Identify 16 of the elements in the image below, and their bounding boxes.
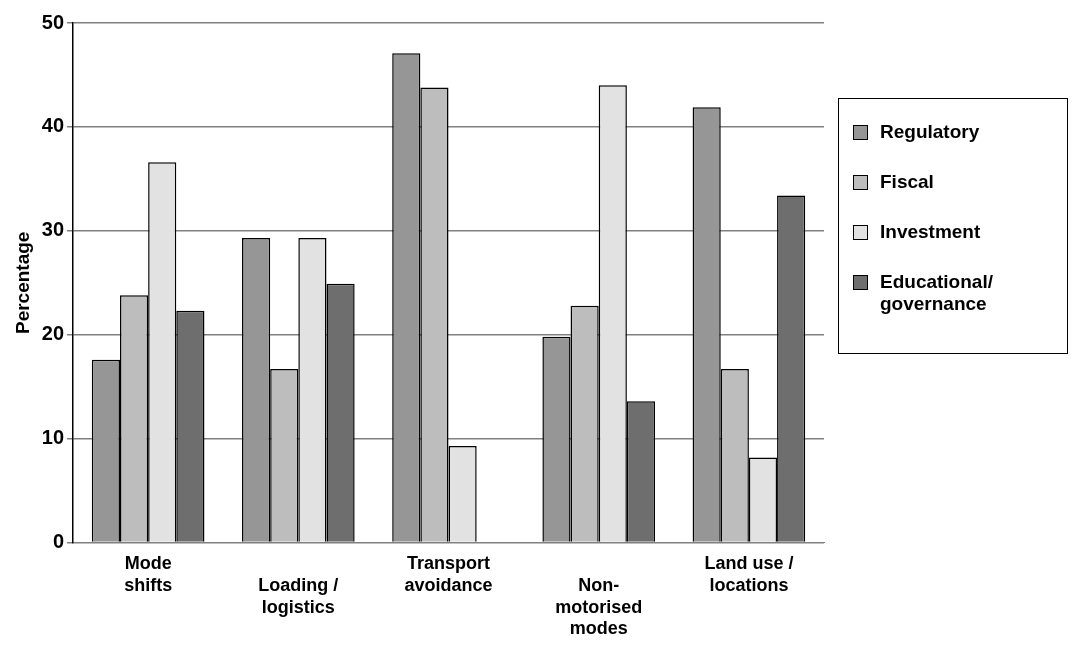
legend-label: Fiscal	[880, 171, 934, 193]
x-tick-label: Loading / logistics	[258, 574, 339, 617]
legend-label: Educational/governance	[880, 271, 994, 315]
x-tick-label: Mode shifts	[124, 553, 173, 595]
y-axis-title: Percentage	[11, 231, 33, 335]
y-tick-label: 0	[52, 530, 65, 553]
y-tick-label: 20	[41, 322, 65, 345]
y-tick-label: 30	[41, 218, 65, 241]
x-tick-label: Non- motorised modes	[555, 574, 643, 639]
legend-label: Investment	[880, 221, 981, 243]
legend-label: Regulatory	[880, 121, 980, 143]
y-tick-label: 10	[41, 426, 65, 449]
x-tick-label: Land use / locations	[704, 553, 794, 595]
x-tick-label: Transport avoidance	[404, 553, 493, 595]
y-tick-label: 50	[41, 10, 65, 33]
y-tick-label: 40	[41, 114, 65, 137]
